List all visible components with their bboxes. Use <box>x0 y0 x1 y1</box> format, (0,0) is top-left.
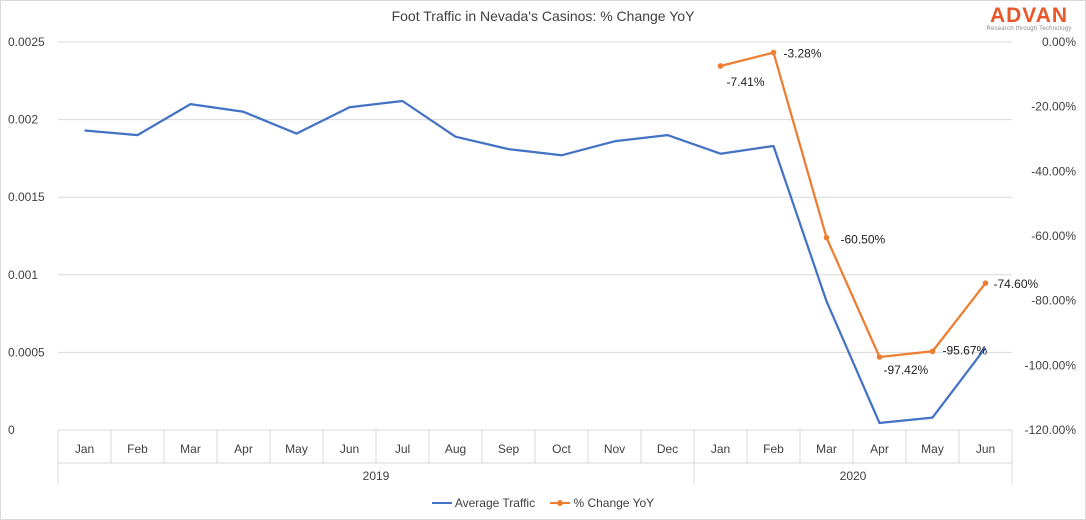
category-axis: 2019 2020 Jan Feb Mar Apr May Jun Jul Aug Sep Oct No… <box>57 429 1013 485</box>
month-tick-label: Feb <box>127 442 148 456</box>
data-labels: -7.41% -3.28% -60.50% -97.42% -95.67% -74.60% <box>727 47 1039 377</box>
legend-label: Average Traffic <box>454 496 536 510</box>
data-point-marker <box>770 49 777 56</box>
y-left-tick-label: 0.002 <box>8 113 38 127</box>
data-point-marker <box>717 63 724 69</box>
data-label: -95.67% <box>943 343 988 357</box>
month-tick-label: Apr <box>870 442 889 456</box>
data-point-marker <box>982 280 989 287</box>
legend-swatch-pct-change <box>550 500 571 506</box>
advan-logo: ADVAN Research through Technology <box>986 4 1072 32</box>
month-tick-label: Sep <box>498 442 520 456</box>
month-tick-label: Oct <box>552 442 571 456</box>
y-right-tick-label: -60.00% <box>1031 229 1076 243</box>
y-right-tick-label: -20.00% <box>1031 100 1076 114</box>
series-line-average-traffic <box>84 99 987 425</box>
y-left-tick-label: 0.0025 <box>8 35 45 49</box>
legend-swatch-average-traffic <box>431 502 452 504</box>
year-group-label: 2020 <box>840 469 867 483</box>
month-tick-label: May <box>285 442 308 456</box>
data-point-marker <box>876 354 883 360</box>
logo-tagline: Research through Technology <box>986 26 1072 32</box>
month-tick-label: Jan <box>75 442 94 456</box>
y-left-tick-label: 0.0015 <box>8 190 45 204</box>
gridlines <box>58 41 1012 353</box>
month-tick-label: Apr <box>234 442 253 456</box>
legend-item-average-traffic[interactable]: Average Traffic <box>431 496 536 510</box>
legend-item-pct-change[interactable]: % Change YoY <box>550 496 654 510</box>
legend: Average Traffic % Change YoY <box>0 493 1086 510</box>
right-axis-ticks: 0.00% -20.00% -40.00% -60.00% -80.00% -100.00… <box>1025 35 1077 437</box>
month-tick-label: Jun <box>340 442 359 456</box>
y-left-tick-label: 0.0005 <box>8 345 45 359</box>
y-right-tick-label: -100.00% <box>1025 358 1077 372</box>
month-tick-label: Dec <box>657 442 678 456</box>
y-right-tick-label: -120.00% <box>1025 423 1077 437</box>
chart-title: Foot Traffic in Nevada's Casinos: % Chan… <box>391 8 695 24</box>
series-line-pct-change <box>720 51 987 359</box>
left-axis-ticks: 0 0.0005 0.001 0.0015 0.002 0.0025 <box>8 35 45 437</box>
month-tick-label: Jun <box>976 442 995 456</box>
month-tick-label: Jul <box>395 442 410 456</box>
legend-label: % Change YoY <box>573 496 655 510</box>
y-right-tick-label: -80.00% <box>1031 294 1076 308</box>
legend-marker <box>557 500 564 506</box>
data-label: -60.50% <box>841 233 886 247</box>
month-tick-label: Nov <box>604 442 625 456</box>
y-right-tick-label: -40.00% <box>1031 164 1076 178</box>
data-label: -3.28% <box>784 47 822 61</box>
month-tick-label: Mar <box>816 442 837 456</box>
logo-word: ADVAN <box>989 4 1069 27</box>
data-label: -7.41% <box>727 75 765 89</box>
y-left-tick-label: 0 <box>8 423 15 437</box>
data-point-marker <box>823 234 830 241</box>
data-point-marker <box>929 348 936 355</box>
data-label: -74.60% <box>994 277 1039 291</box>
month-tick-label: Mar <box>180 442 201 456</box>
month-tick-label: Feb <box>763 442 784 456</box>
month-tick-label: Jan <box>711 442 730 456</box>
month-tick-label: Aug <box>445 442 466 456</box>
data-label: -97.42% <box>884 363 929 377</box>
year-group-label: 2019 <box>363 469 390 483</box>
y-left-tick-label: 0.001 <box>8 268 38 282</box>
y-right-tick-label: 0.00% <box>1042 35 1076 49</box>
series-lines <box>84 49 989 425</box>
month-tick-label: May <box>921 442 944 456</box>
